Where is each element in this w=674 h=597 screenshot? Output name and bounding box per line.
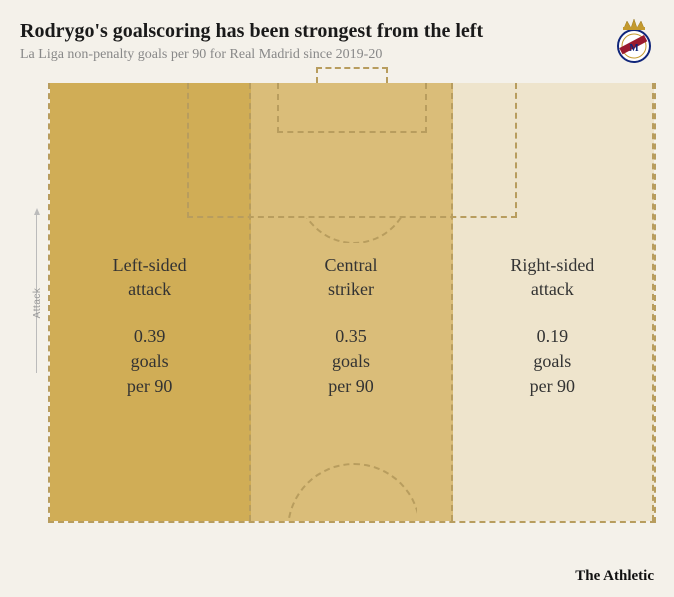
pitch: Left-sided attack 0.39 goals per 90 Cent… (48, 83, 656, 523)
svg-text:M: M (629, 43, 639, 54)
credit-text: The Athletic (575, 568, 654, 585)
goal-line-icon (316, 67, 388, 83)
zone-center-stat: 0.35 goals per 90 (251, 324, 450, 400)
attack-axis-label: Attack (32, 288, 43, 319)
real-madrid-crest-icon: M (614, 16, 654, 66)
zone-left-title: Left-sided attack (50, 253, 249, 302)
zone-left-stat: 0.39 goals per 90 (50, 324, 249, 400)
header: Rodrygo's goalscoring has been strongest… (20, 18, 654, 63)
zone-right-title: Right-sided attack (453, 253, 652, 302)
chart-title: Rodrygo's goalscoring has been strongest… (20, 18, 654, 44)
zone-right-stat: 0.19 goals per 90 (453, 324, 652, 400)
zone-left: Left-sided attack 0.39 goals per 90 (50, 83, 251, 521)
zone-center-title: Central striker (251, 253, 450, 302)
chart-subtitle: La Liga non-penalty goals per 90 for Rea… (20, 47, 654, 63)
zone-right: Right-sided attack 0.19 goals per 90 (453, 83, 654, 521)
pitch-diagram: Attack Left-sided attack 0.39 goals per … (48, 83, 656, 523)
zone-center: Central striker 0.35 goals per 90 (251, 83, 452, 521)
